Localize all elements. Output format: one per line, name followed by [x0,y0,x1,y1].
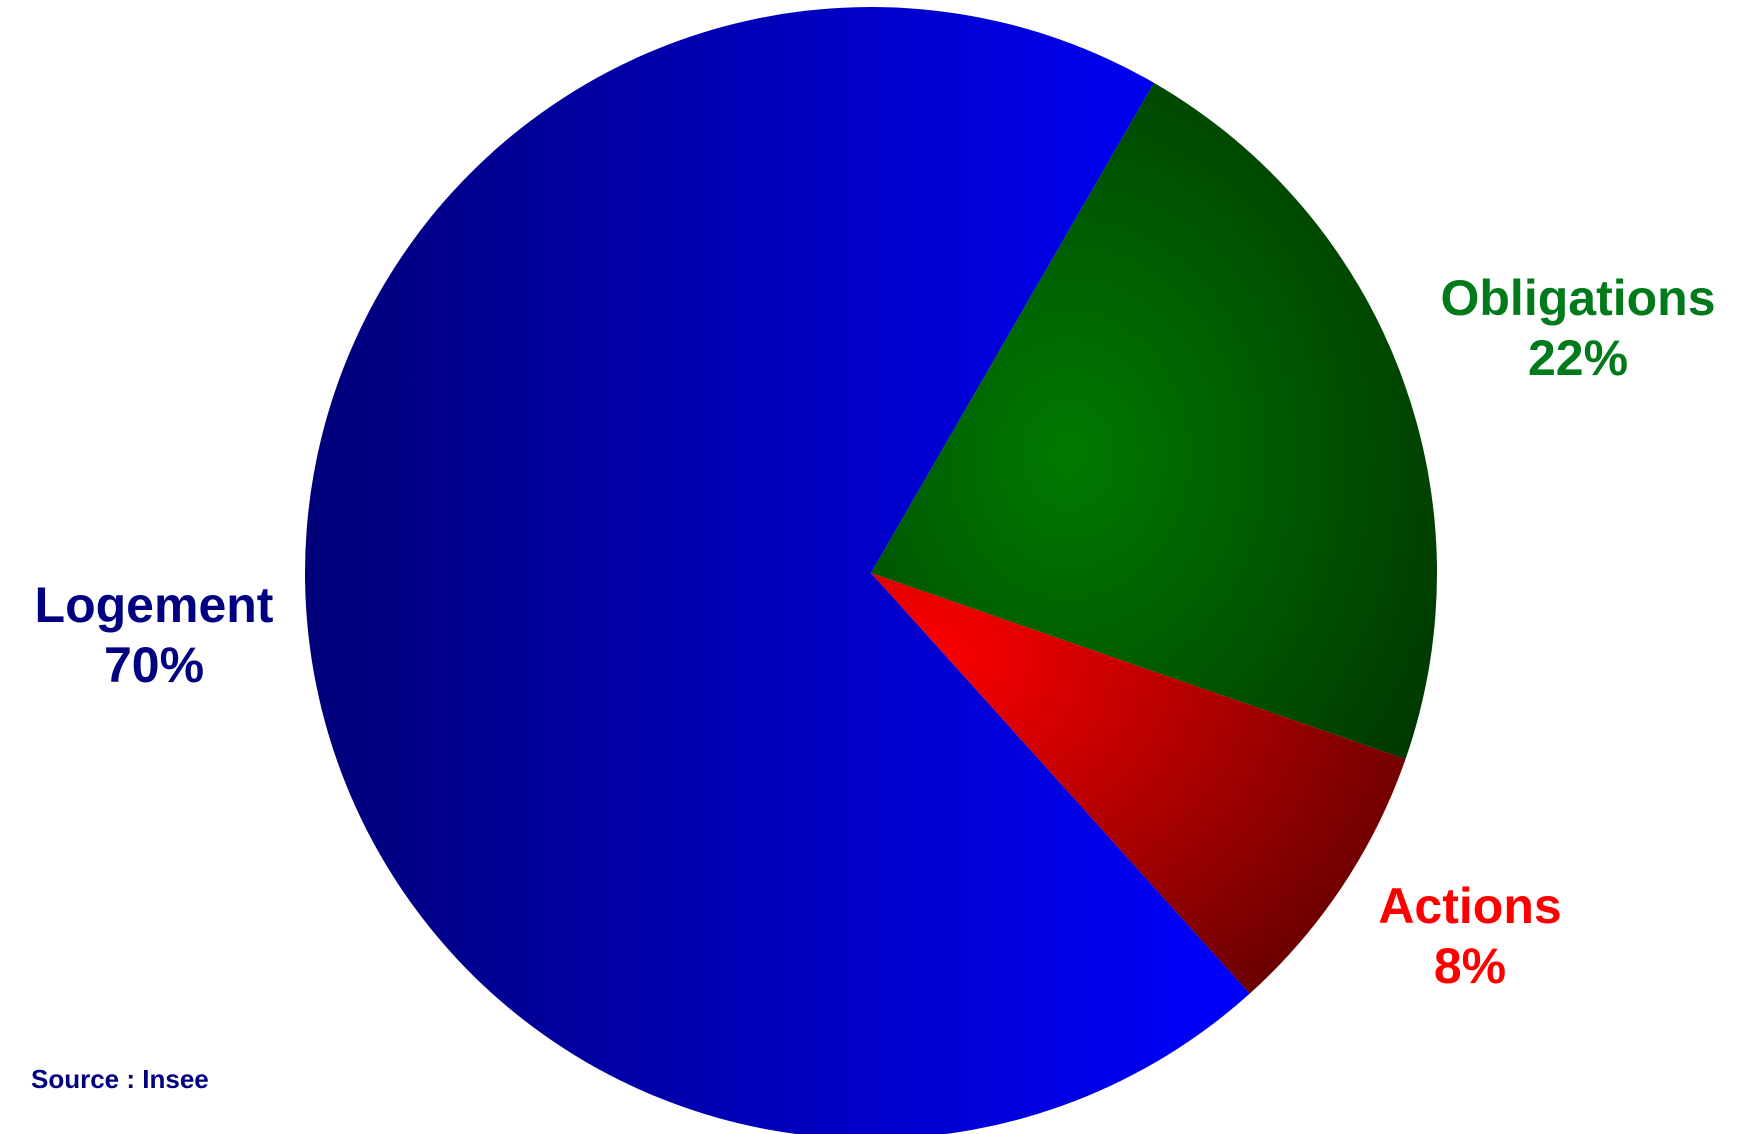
slice-value-actions: 8% [1433,938,1507,994]
pie-slice-actions [871,573,1406,994]
slice-name-obligations: Obligations [1440,270,1716,326]
slice-label-logement: Logement 70% [14,575,294,695]
source-note: Source : Insee [31,1064,209,1094]
pie-slice-logement [305,7,1250,1134]
slice-value-logement: 70% [103,637,205,693]
slice-name-logement: Logement [34,577,274,633]
slice-label-actions: Actions 8% [1360,876,1580,996]
pie-slice-obligations [871,82,1438,760]
slice-label-obligations: Obligations 22% [1418,268,1738,388]
slice-value-obligations: 22% [1527,330,1629,386]
slice-name-actions: Actions [1378,878,1562,934]
